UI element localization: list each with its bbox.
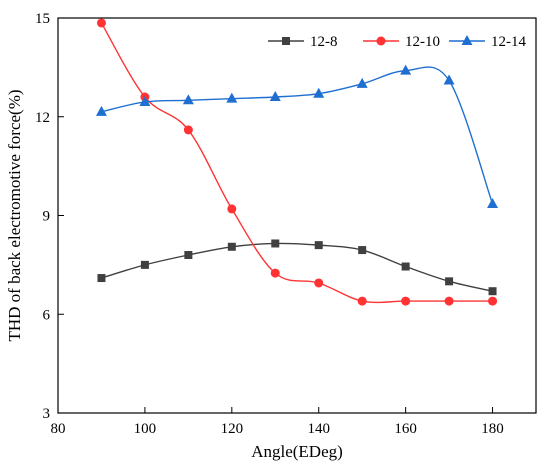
data-point <box>401 296 411 306</box>
y-tick-label: 3 <box>43 406 51 422</box>
data-point <box>357 296 367 306</box>
x-tick-label: 140 <box>307 421 330 437</box>
legend: 12-8 12-10 12-14 <box>268 34 526 50</box>
data-point <box>96 18 106 28</box>
legend-marker <box>376 36 386 46</box>
data-point <box>227 242 236 251</box>
x-tick-label: 80 <box>51 421 66 437</box>
data-point <box>443 74 455 85</box>
data-point <box>226 92 238 103</box>
y-tick-label: 9 <box>43 209 51 225</box>
x-tick-label: 160 <box>394 421 417 437</box>
data-point <box>182 94 194 105</box>
plot-frame <box>57 17 537 414</box>
data-point <box>356 77 368 88</box>
data-point <box>95 105 107 116</box>
y-tick-label: 6 <box>43 307 51 323</box>
data-point <box>271 239 280 248</box>
axis-ticks: 80 100 120 140 160 180 3 6 9 12 15 <box>35 11 504 437</box>
legend-marker <box>282 37 290 45</box>
data-point <box>401 262 410 271</box>
series-layer <box>95 18 499 306</box>
series-12-14 <box>95 64 499 208</box>
x-axis-title: Angle(EDeg) <box>251 442 343 461</box>
data-point <box>140 260 149 269</box>
x-tick-label: 180 <box>481 421 504 437</box>
data-point <box>269 91 281 101</box>
y-tick-label: 15 <box>35 11 50 27</box>
data-point <box>314 278 324 288</box>
data-point <box>227 204 237 214</box>
data-point <box>400 64 412 75</box>
series-line <box>101 242 493 292</box>
series-12-8 <box>97 239 497 296</box>
series-line <box>100 22 493 304</box>
data-point <box>313 87 325 98</box>
y-tick-label: 12 <box>35 110 50 126</box>
data-point <box>97 274 106 283</box>
data-point <box>139 95 151 106</box>
data-point <box>444 296 454 306</box>
x-tick-label: 120 <box>221 421 244 437</box>
data-point <box>487 197 499 208</box>
legend-marker <box>461 35 473 45</box>
data-point <box>488 287 497 296</box>
data-point <box>488 296 498 306</box>
data-point <box>314 241 323 250</box>
legend-label: 12-8 <box>310 34 338 50</box>
series-line <box>101 66 494 205</box>
legend-label: 12-14 <box>491 34 526 50</box>
data-point <box>358 246 367 255</box>
data-point <box>445 277 454 286</box>
x-tick-label: 100 <box>134 421 157 437</box>
data-point <box>183 125 193 135</box>
legend-label: 12-10 <box>405 34 440 50</box>
data-point <box>184 251 193 259</box>
y-axis-title: THD of back electromotive force(%) <box>5 89 24 341</box>
data-point <box>270 268 280 278</box>
